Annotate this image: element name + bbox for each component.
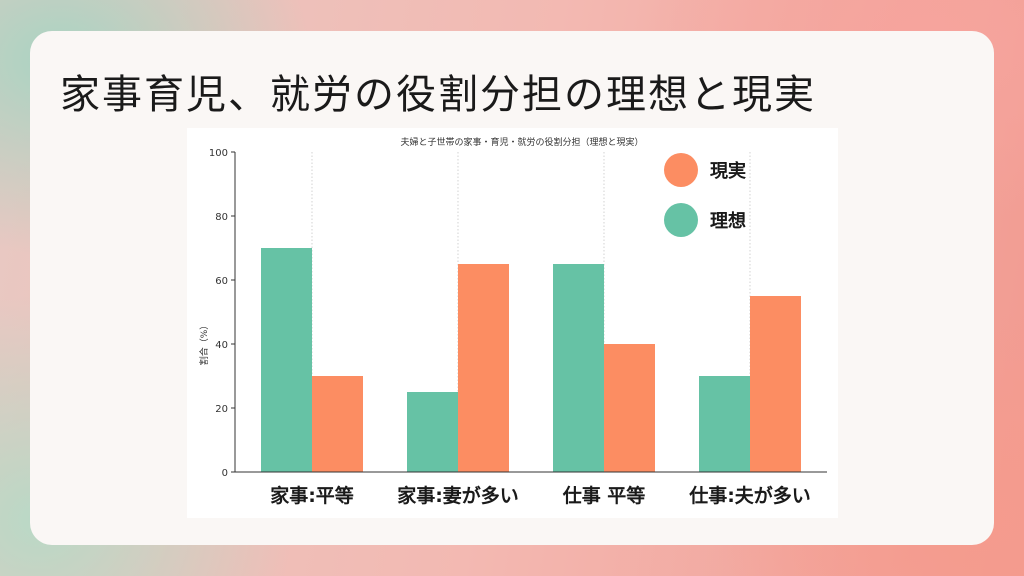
bar-reality — [750, 296, 801, 472]
x-tick-label: 家事:妻が多い — [397, 484, 519, 507]
chart-panel: 夫婦と子世帯の家事・育児・就労の役割分担（理想と現実） 割合（%） 家事:平等 家… — [187, 128, 838, 518]
bar-ideal — [407, 392, 458, 472]
legend-label: 現実 — [710, 160, 746, 182]
bar-reality — [312, 376, 363, 472]
y-tick-label: 20 — [215, 404, 228, 415]
page-title: 家事育児、就労の役割分担の理想と現実 — [60, 72, 816, 118]
bar-ideal — [553, 264, 604, 472]
x-tick-label: 仕事 平等 — [562, 484, 646, 507]
y-tick-label: 80 — [215, 212, 228, 223]
legend-label: 理想 — [710, 210, 746, 232]
x-tick-label: 家事:平等 — [270, 484, 354, 507]
bar-ideal — [261, 248, 312, 472]
y-tick-label: 100 — [209, 148, 228, 159]
y-axis-label: 割合（%） — [198, 321, 210, 366]
y-tick-label: 60 — [215, 276, 228, 287]
bar-chart: 夫婦と子世帯の家事・育児・就労の役割分担（理想と現実） 割合（%） 家事:平等 家… — [198, 136, 827, 507]
bar-ideal — [699, 376, 750, 472]
bar-reality — [604, 344, 655, 472]
bar-reality — [458, 264, 509, 472]
legend-swatch — [664, 153, 698, 187]
y-tick-label: 0 — [222, 468, 228, 479]
legend-swatch — [664, 203, 698, 237]
chart-title: 夫婦と子世帯の家事・育児・就労の役割分担（理想と現実） — [400, 136, 643, 148]
x-tick-label: 仕事:夫が多い — [688, 484, 811, 507]
y-tick-label: 40 — [215, 340, 228, 351]
